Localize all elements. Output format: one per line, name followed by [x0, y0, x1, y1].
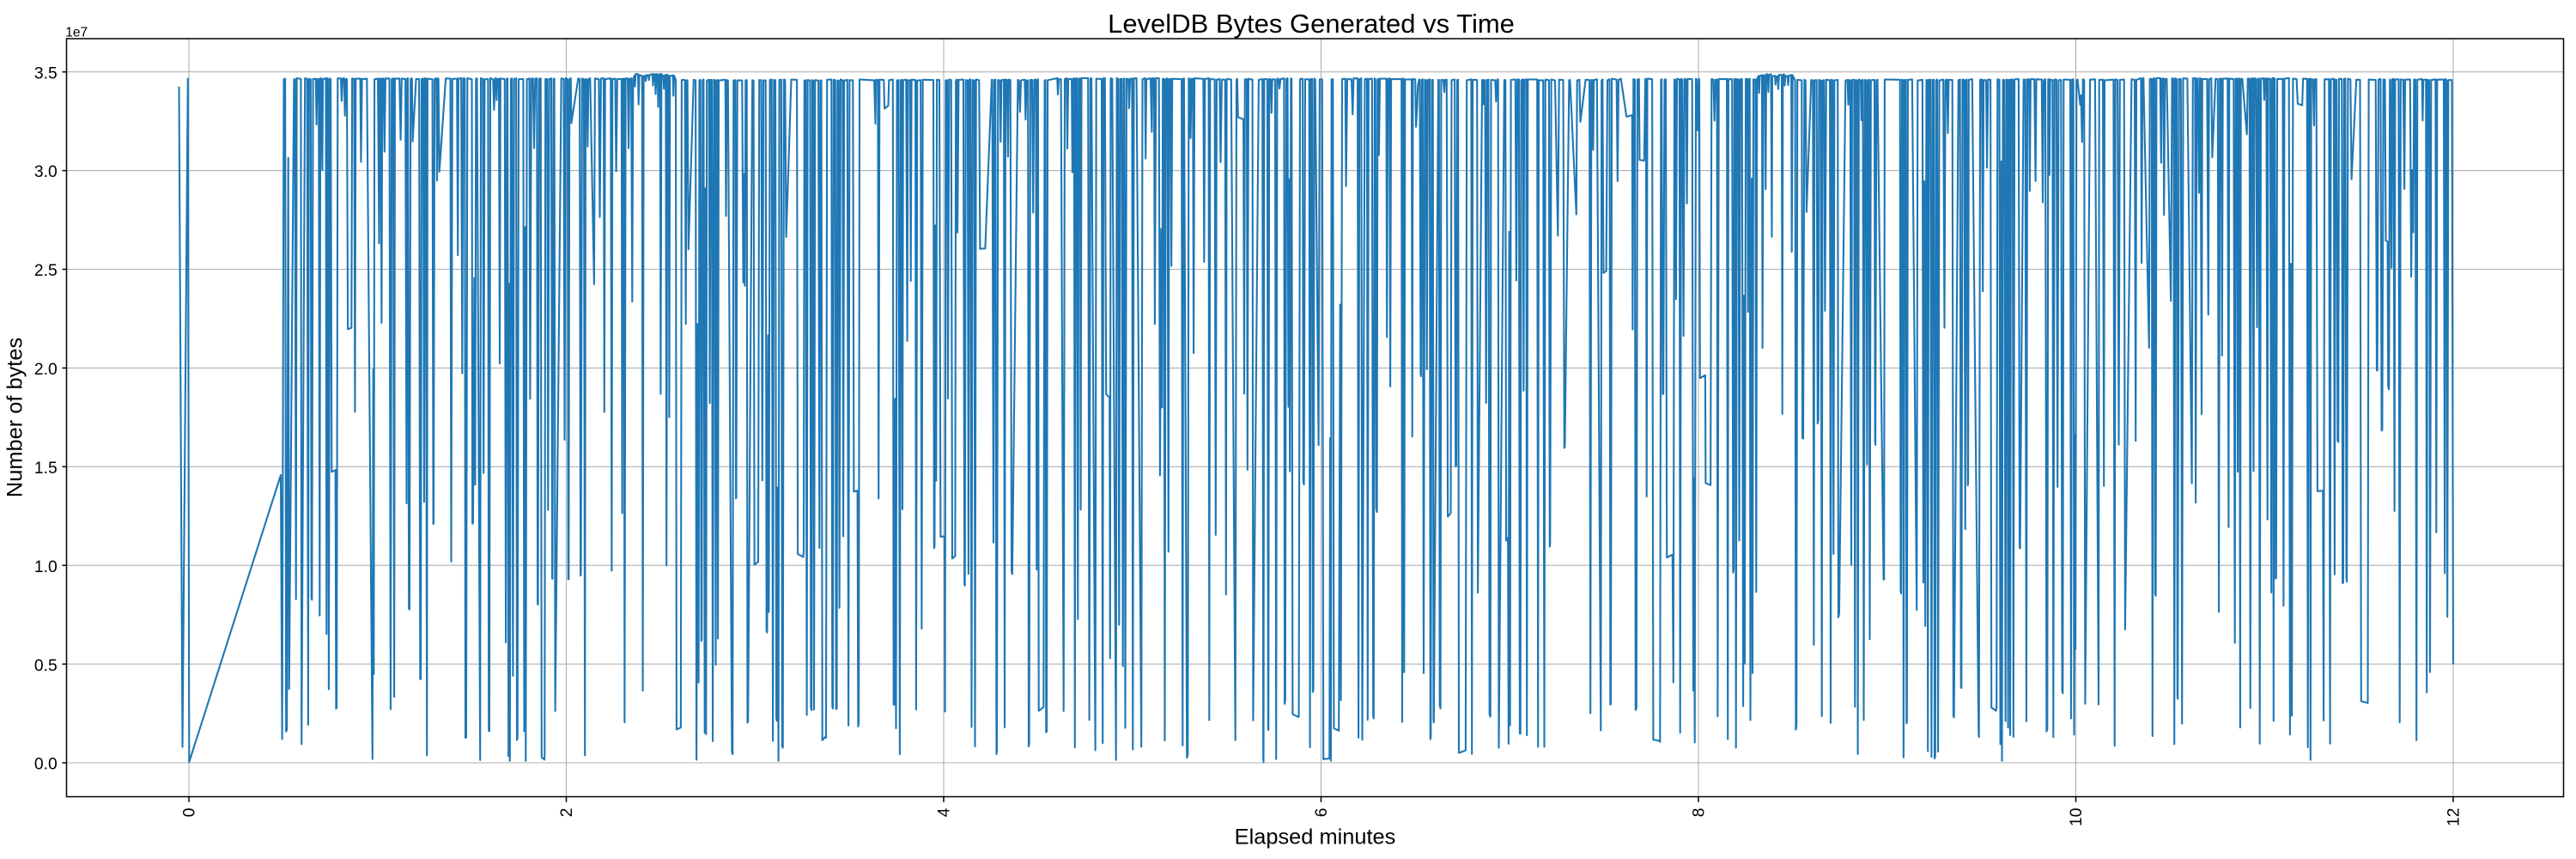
svg-text:3.0: 3.0: [34, 163, 58, 181]
svg-text:3.5: 3.5: [34, 64, 58, 82]
svg-text:2: 2: [558, 808, 576, 818]
svg-text:4: 4: [936, 807, 954, 817]
svg-text:0.5: 0.5: [34, 657, 58, 675]
svg-text:LevelDB Bytes Generated vs Tim: LevelDB Bytes Generated vs Time: [1108, 9, 1515, 39]
svg-text:2.5: 2.5: [34, 262, 58, 280]
svg-text:10: 10: [2068, 808, 2086, 826]
svg-text:Elapsed minutes: Elapsed minutes: [1235, 825, 1396, 849]
svg-text:0: 0: [181, 808, 199, 818]
svg-text:0.0: 0.0: [34, 756, 58, 774]
svg-text:2.0: 2.0: [34, 361, 58, 379]
svg-text:1.0: 1.0: [34, 558, 58, 576]
svg-text:12: 12: [2445, 808, 2464, 826]
svg-text:Number of bytes: Number of bytes: [3, 338, 27, 497]
svg-text:1e7: 1e7: [65, 26, 88, 40]
svg-text:6: 6: [1313, 808, 1331, 818]
svg-text:8: 8: [1691, 808, 1709, 818]
svg-text:1.5: 1.5: [34, 460, 58, 478]
